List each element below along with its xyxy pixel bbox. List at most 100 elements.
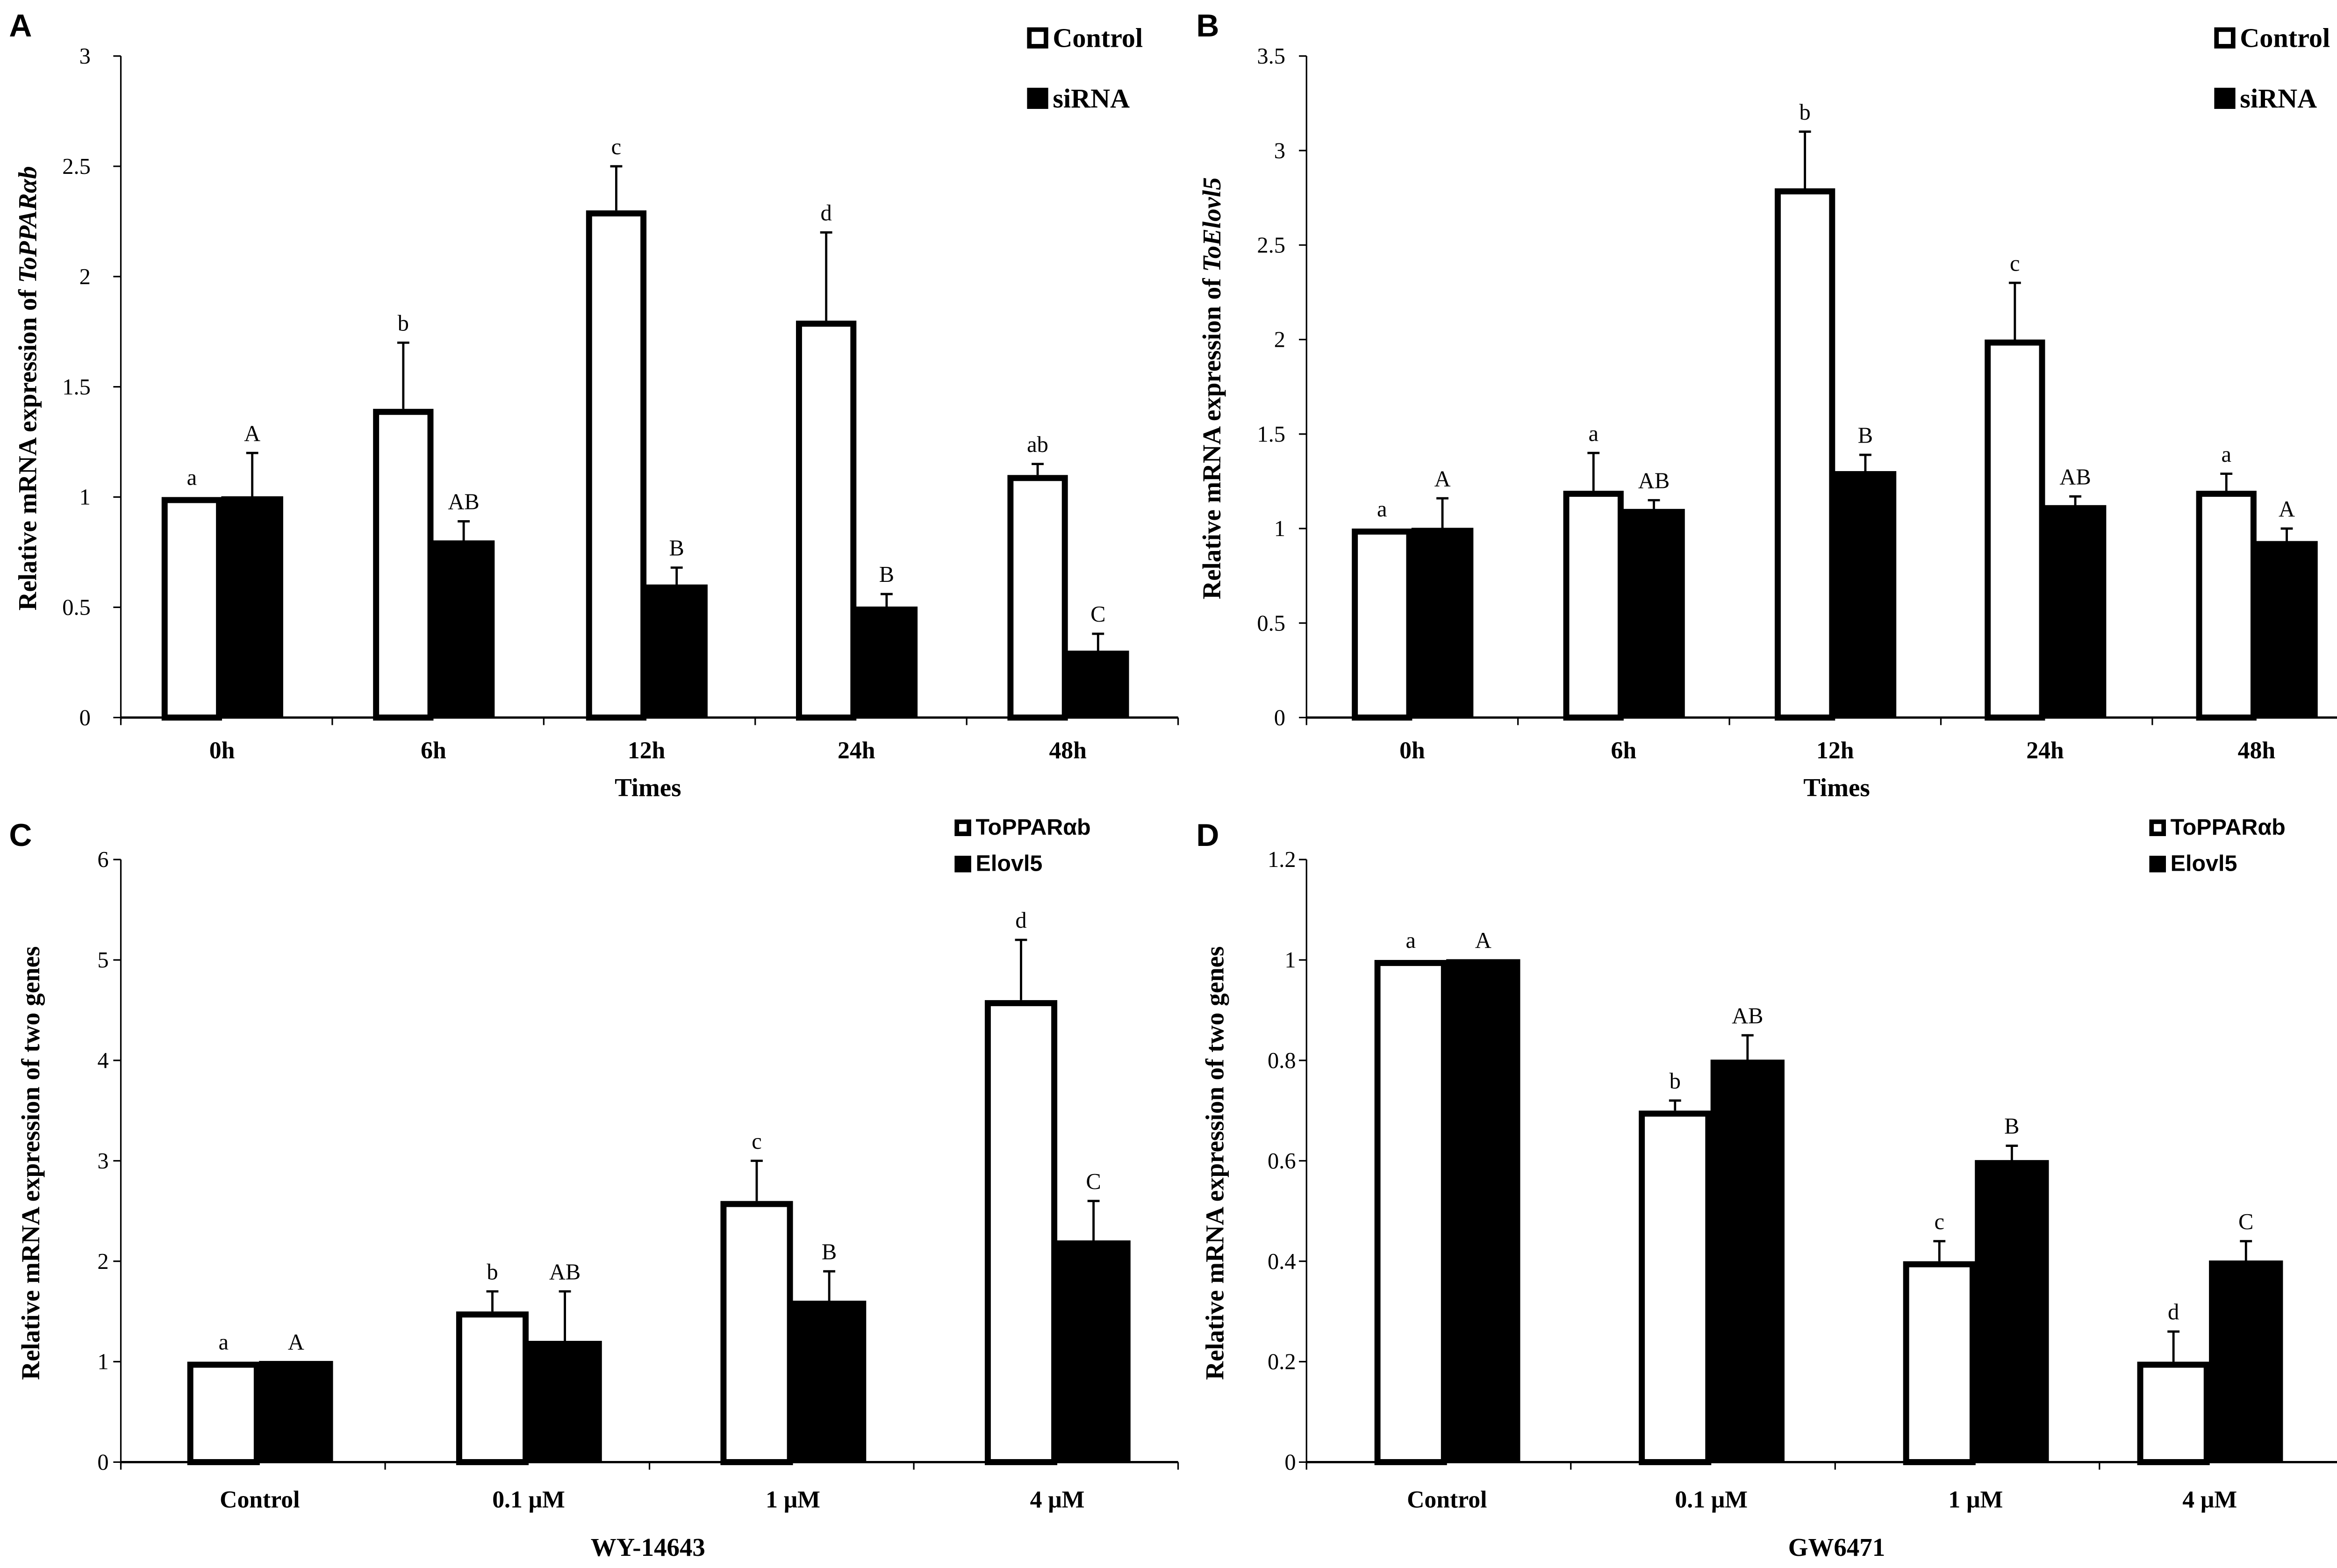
x-tick-label: 48h — [2238, 737, 2275, 764]
significance-letter: c — [752, 1129, 762, 1154]
significance-letter: a — [187, 465, 197, 490]
bar-elovl5 — [1975, 1160, 2049, 1463]
y-axis-label: Relative mRNA expression of ToElovl5 — [1197, 177, 1226, 599]
y-tick-label: 0.6 — [1268, 1149, 1296, 1174]
legend-label: Elovl5 — [2171, 851, 2237, 876]
x-tick-label: 0h — [209, 737, 235, 764]
bar-toppar-b — [720, 1201, 793, 1465]
significance-letter: AB — [1638, 468, 1670, 493]
bar-sirna — [1411, 528, 1474, 718]
y-tick-label: 3 — [79, 44, 91, 69]
y-tick-label: 0.5 — [62, 595, 91, 620]
bar-sirna — [1834, 471, 1897, 718]
y-tick-label: 0 — [1284, 1450, 1296, 1475]
bar-toppar-b — [2137, 1361, 2210, 1465]
significance-letter: A — [1434, 466, 1451, 491]
significance-letter: B — [2004, 1114, 2019, 1139]
x-axis-title: Times — [1803, 773, 1870, 802]
legend-swatch-black — [954, 855, 971, 873]
legend-swatch-white — [954, 819, 971, 836]
significance-letter: a — [2221, 442, 2231, 467]
bar-control — [586, 210, 647, 721]
legend-label: siRNA — [1053, 83, 1130, 114]
legend-swatch-white — [2214, 27, 2236, 49]
x-tick-label: Control — [1407, 1486, 1487, 1513]
legend-swatch-black — [2214, 87, 2236, 109]
y-axis-label: Relative mRNA expression of ToPPARαb — [14, 166, 42, 610]
legend-label: siRNA — [2240, 83, 2317, 114]
y-axis-label-prefix: Relative mRNA expression of two genes — [1201, 946, 1229, 1380]
bar-control — [1007, 475, 1068, 721]
y-tick-label: 0.2 — [1268, 1350, 1296, 1375]
x-tick-label: 24h — [2026, 737, 2064, 764]
x-tick-label: 0.1 μM — [1675, 1486, 1748, 1513]
y-tick-label: 3 — [97, 1149, 108, 1174]
x-tick-label: 1 μM — [766, 1486, 820, 1513]
bar-elovl5 — [259, 1360, 333, 1463]
bar-elovl5 — [1056, 1240, 1131, 1463]
bar-control — [1985, 339, 2045, 721]
significance-letter: c — [1934, 1210, 1944, 1234]
y-tick-label: 1.5 — [1257, 422, 1285, 447]
bar-control — [1563, 491, 1624, 721]
y-axis-label-prefix: Relative mRNA expression of — [14, 283, 42, 611]
significance-letter: B — [879, 562, 894, 587]
significance-letter: b — [398, 311, 409, 336]
y-tick-label: 5 — [97, 948, 108, 973]
x-axis-title: GW6471 — [1788, 1533, 1885, 1561]
x-tick-label: 1 μM — [1948, 1486, 2003, 1513]
significance-letter: b — [1670, 1069, 1681, 1094]
bar-elovl5 — [528, 1340, 602, 1463]
bar-elovl5 — [2209, 1260, 2283, 1463]
y-axis-label: Relative mRNA expression of two genes — [16, 946, 45, 1380]
y-tick-label: 2 — [79, 265, 91, 289]
panel-d-chart: D Relative mRNA expression of two genes … — [1196, 815, 2337, 1561]
bar-sirna — [1067, 651, 1129, 718]
bar-control — [373, 408, 434, 721]
y-tick-label: 0.4 — [1268, 1249, 1296, 1274]
x-tick-label: 24h — [838, 737, 875, 764]
y-tick-label: 1 — [97, 1350, 108, 1375]
significance-letter: AB — [448, 490, 479, 515]
significance-letter: AB — [2059, 465, 2091, 489]
y-axis-label: Relative mRNA expression of two genes — [1201, 946, 1229, 1380]
x-axis-title: WY-14643 — [591, 1533, 705, 1561]
bar-sirna — [2256, 541, 2318, 718]
legend-label: Control — [1053, 23, 1143, 53]
x-tick-label: 48h — [1049, 737, 1086, 764]
significance-letter: AB — [549, 1260, 581, 1284]
significance-letter: C — [2238, 1210, 2253, 1234]
bar-sirna — [645, 584, 708, 718]
y-tick-label: 0 — [79, 705, 91, 730]
bar-control — [161, 497, 222, 721]
y-tick-label: 2.5 — [62, 154, 91, 179]
panel-letter: A — [9, 8, 32, 43]
bar-elovl5 — [792, 1300, 867, 1463]
significance-letter: A — [2279, 497, 2295, 522]
bar-toppar-b — [984, 1000, 1058, 1465]
y-axis-label-prefix: Relative mRNA expression of two genes — [16, 946, 45, 1380]
panel-letter: B — [1196, 8, 1219, 43]
bar-elovl5 — [1446, 959, 1520, 1463]
y-tick-label: 2 — [1274, 328, 1285, 352]
x-tick-label: 12h — [628, 737, 665, 764]
x-tick-label: 0.1 μM — [492, 1486, 565, 1513]
y-tick-label: 2.5 — [1257, 233, 1285, 258]
x-axis-title: Times — [615, 773, 681, 802]
bar-sirna — [432, 540, 495, 718]
significance-letter: A — [1475, 928, 1491, 953]
bar-control — [1775, 188, 1835, 721]
significance-letter: C — [1090, 602, 1105, 627]
x-tick-label: 6h — [1611, 737, 1637, 764]
y-tick-label: 2 — [97, 1249, 108, 1274]
x-tick-label: 0h — [1399, 737, 1425, 764]
y-tick-label: 3 — [1274, 138, 1285, 163]
y-tick-label: 0.8 — [1268, 1048, 1296, 1073]
bar-toppar-b — [1374, 959, 1447, 1465]
bar-control — [2196, 491, 2257, 721]
bar-toppar-b — [1639, 1110, 1712, 1465]
y-tick-label: 1.2 — [1268, 847, 1296, 872]
significance-letter: A — [288, 1330, 304, 1355]
y-tick-label: 1 — [1284, 948, 1296, 973]
